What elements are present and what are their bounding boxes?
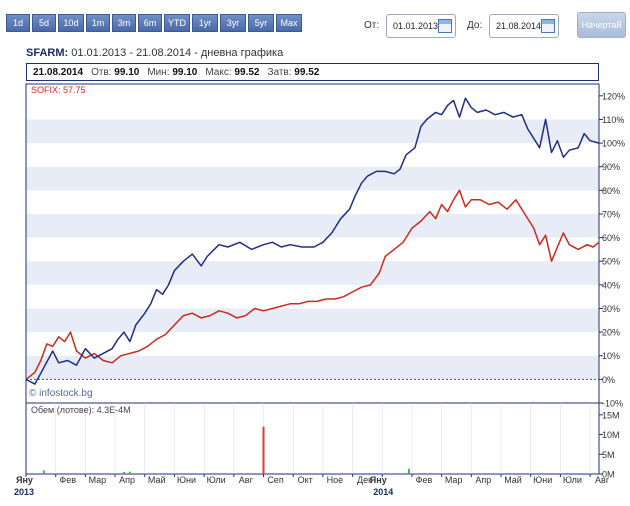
- watermark: © infostock.bg: [29, 388, 93, 399]
- volume-tick-label: 5M: [602, 450, 615, 460]
- y-tick-label: 100%: [602, 139, 625, 149]
- y-tick-label: -10%: [602, 399, 623, 409]
- x-tick-label: Сеп: [267, 475, 284, 485]
- volume-bar: [262, 426, 265, 474]
- grid-band: [26, 355, 599, 380]
- x-tick-label: Авг: [239, 475, 254, 485]
- x-tick-label: Окт: [298, 475, 313, 485]
- y-tick-label: 10%: [602, 351, 620, 361]
- y-tick-label: 40%: [602, 280, 620, 290]
- x-tick-label: Авг: [595, 475, 610, 485]
- range-button-1d[interactable]: 1d: [6, 14, 30, 32]
- ticker-label: SFARM:: [26, 47, 69, 59]
- range-button-1m[interactable]: 1m: [86, 14, 110, 32]
- x-tick-label: Апр: [475, 475, 491, 485]
- series-line-sofix: [25, 189, 600, 380]
- close-value: 99.52: [294, 66, 320, 78]
- min-value: 99.10: [172, 66, 198, 78]
- open-label: Отв:: [91, 66, 112, 78]
- x-tick-label: Яну: [16, 475, 33, 485]
- stats-date: 21.08.2014: [33, 66, 84, 78]
- volume-tick-label: 10M: [602, 430, 620, 440]
- open-value: 99.10: [114, 66, 140, 78]
- to-date-value: 21.08.2014: [496, 21, 542, 31]
- y-tick-label: 110%: [602, 115, 624, 125]
- range-button-6m[interactable]: 6m: [138, 14, 162, 32]
- calendar-icon[interactable]: [541, 19, 555, 33]
- x-tick-label: Мар: [445, 475, 463, 485]
- max-label: Макс:: [205, 66, 232, 78]
- volume-bar: [128, 471, 131, 474]
- range-button-10d[interactable]: 10d: [58, 14, 84, 32]
- x-tick-label: Май: [148, 475, 166, 485]
- x-tick-label: Юни: [177, 475, 196, 485]
- x-tick-label: Дек: [357, 475, 372, 485]
- range-button-3yr[interactable]: 3yr: [220, 14, 246, 32]
- x-year-label: 2014: [373, 487, 393, 497]
- x-tick-label: Мар: [89, 475, 107, 485]
- x-tick-label: Яну: [370, 475, 387, 485]
- y-tick-label: 30%: [602, 304, 620, 314]
- volume-bar: [407, 468, 410, 474]
- x-tick-label: Фев: [59, 475, 76, 485]
- min-label: Мин:: [147, 66, 170, 78]
- from-date-input[interactable]: 01.01.2013: [386, 14, 456, 38]
- y-tick-label: 0%: [602, 375, 615, 385]
- max-value: 99.52: [234, 66, 260, 78]
- close-label: Затв:: [267, 66, 292, 78]
- grid-band: [26, 261, 599, 285]
- range-button-5yr[interactable]: 5yr: [248, 14, 274, 32]
- volume-bar: [42, 470, 45, 474]
- calendar-icon[interactable]: [438, 19, 452, 33]
- x-tick-label: Апр: [119, 475, 135, 485]
- sofix-label: SOFIX: 57.75: [31, 85, 86, 95]
- range-buttons: 1d 5d 10d 1m 3m 6m YTD 1yr 3yr 5yr Max: [6, 14, 302, 32]
- x-tick-label: Фев: [416, 475, 433, 485]
- y-tick-label: 120%: [602, 91, 625, 101]
- grid-band: [26, 213, 599, 238]
- volume-bar: [122, 472, 125, 474]
- series-line-sfarm: [25, 97, 600, 385]
- y-tick-label: 90%: [602, 162, 620, 172]
- to-label: До:: [467, 20, 483, 31]
- volume-panel-frame: [25, 402, 600, 475]
- y-tick-label: 20%: [602, 328, 620, 338]
- grid-band: [26, 308, 599, 333]
- from-date-value: 01.01.2013: [393, 21, 439, 31]
- x-tick-label: Май: [504, 475, 522, 485]
- range-button-1yr[interactable]: 1yr: [192, 14, 218, 32]
- stats-bar: 21.08.2014 Отв: 99.10 Мин: 99.10 Макс: 9…: [26, 63, 599, 81]
- y-tick-label: 80%: [602, 186, 620, 196]
- volume-tick-label: 15M: [602, 410, 620, 420]
- range-button-max[interactable]: Max: [276, 14, 302, 32]
- y-tick-label: 50%: [602, 257, 620, 267]
- x-tick-label: Юли: [207, 475, 226, 485]
- x-year-label: 2013: [14, 487, 34, 497]
- x-tick-label: Юни: [533, 475, 552, 485]
- chart-title: SFARM: 01.01.2013 - 21.08.2014 - дневна …: [26, 47, 283, 59]
- y-tick-label: 70%: [602, 209, 620, 219]
- grid-band: [26, 166, 599, 191]
- from-label: От:: [364, 20, 380, 31]
- range-button-3m[interactable]: 3m: [112, 14, 136, 32]
- volume-label: Обем (лотове): 4.3E-4M: [31, 405, 131, 415]
- range-button-5d[interactable]: 5d: [32, 14, 56, 32]
- chart-subtitle: 01.01.2013 - 21.08.2014 - дневна графика: [71, 47, 284, 59]
- draw-button[interactable]: Начертай: [577, 12, 626, 38]
- x-tick-label: Юли: [563, 475, 582, 485]
- range-button-ytd[interactable]: YTD: [164, 14, 190, 32]
- x-tick-label: Ное: [327, 475, 344, 485]
- grid-band: [26, 119, 599, 144]
- y-tick-label: 60%: [602, 233, 620, 243]
- to-date-input[interactable]: 21.08.2014: [489, 14, 559, 38]
- volume-tick-label: 0M: [602, 470, 615, 480]
